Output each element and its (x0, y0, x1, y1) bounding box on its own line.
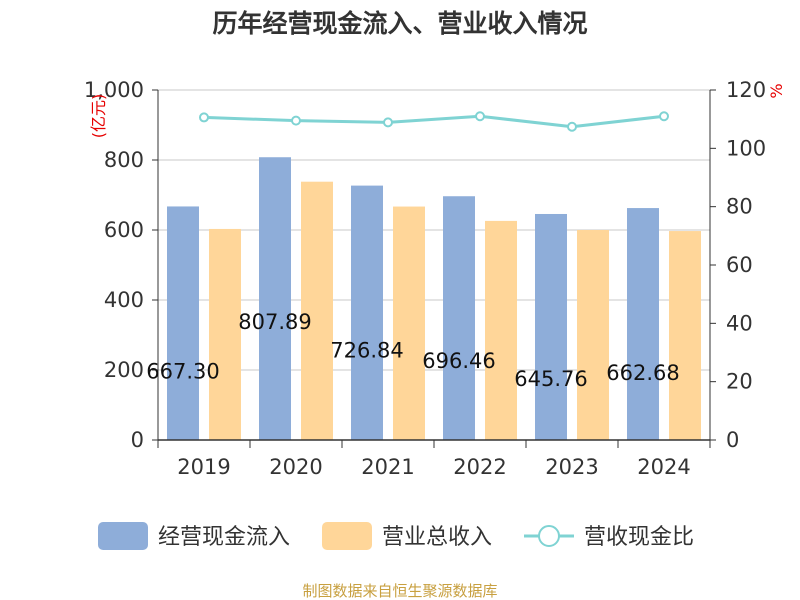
left-tick-label: 600 (104, 218, 144, 242)
chart-title: 历年经营现金流入、营业收入情况 (212, 9, 587, 38)
right-tick-label: 60 (726, 253, 753, 277)
bar-series (167, 157, 701, 440)
bar-revenue (669, 231, 701, 440)
legend-label: 营业总收入 (382, 525, 492, 550)
left-axis-unit: (亿元) (89, 94, 108, 139)
ratio-line (203, 114, 665, 129)
x-tick-label: 2024 (637, 455, 690, 479)
legend-label: 经营现金流入 (158, 525, 290, 550)
right-axis-unit: % (767, 83, 786, 98)
x-tick-label: 2023 (545, 455, 598, 479)
bar-data-label: 807.89 (238, 310, 311, 334)
x-tick-label: 2021 (361, 455, 414, 479)
x-tick-label: 2020 (269, 455, 322, 479)
bar-revenue (209, 228, 241, 440)
right-tick-label: 20 (726, 370, 753, 394)
axes: 0 200 400 600 800 1,000 0 20 40 60 80 100 120 2019 202… (84, 78, 766, 479)
source-note: 制图数据来自恒生聚源数据库 (302, 582, 497, 600)
bar-data-label: 667.30 (146, 359, 219, 383)
ratio-point (659, 111, 669, 122)
bar-cash-inflow (167, 206, 199, 440)
bar-cash-inflow (535, 213, 567, 440)
legend-label: 营收现金比 (584, 525, 694, 550)
ratio-point (291, 115, 301, 126)
ratio-point (383, 117, 393, 128)
bar-data-label: 726.84 (330, 339, 403, 363)
bar-revenue (301, 181, 333, 440)
left-tick-label: 0 (131, 428, 144, 452)
bar-data-label: 645.76 (514, 367, 587, 391)
right-tick-label: 100 (726, 136, 766, 160)
right-tick-label: 0 (726, 428, 739, 452)
right-tick-label: 80 (726, 195, 753, 219)
ratio-point (475, 111, 485, 122)
bar-cash-inflow (443, 196, 475, 440)
bar-data-label: 696.46 (422, 349, 495, 373)
legend[interactable]: 经营现金流入 营业总收入 营收现金比 (98, 522, 694, 550)
legend-swatch-cash-inflow (98, 522, 148, 550)
line-series (199, 111, 669, 132)
ratio-point (199, 112, 209, 123)
bar-revenue (485, 220, 517, 440)
left-tick-label: 800 (104, 148, 144, 172)
bar-data-label: 662.68 (606, 361, 679, 385)
bar-cash-inflow (351, 185, 383, 440)
left-tick-label: 400 (104, 288, 144, 312)
data-labels: 667.30 807.89 726.84 696.46 645.76 662.68 (146, 310, 679, 391)
left-tick-label: 200 (104, 358, 144, 382)
bar-revenue (393, 206, 425, 440)
left-tick-label: 1,000 (84, 78, 144, 102)
x-tick-label: 2019 (177, 455, 230, 479)
bar-cash-inflow (627, 208, 659, 440)
legend-marker-ratio (538, 525, 560, 547)
x-tick-label: 2022 (453, 455, 506, 479)
ratio-point (567, 121, 577, 132)
right-tick-label: 120 (726, 78, 766, 102)
right-tick-label: 40 (726, 311, 753, 335)
bar-revenue (577, 230, 609, 440)
legend-swatch-revenue (322, 522, 372, 550)
gridlines (158, 89, 710, 371)
bar-cash-inflow (259, 157, 291, 440)
